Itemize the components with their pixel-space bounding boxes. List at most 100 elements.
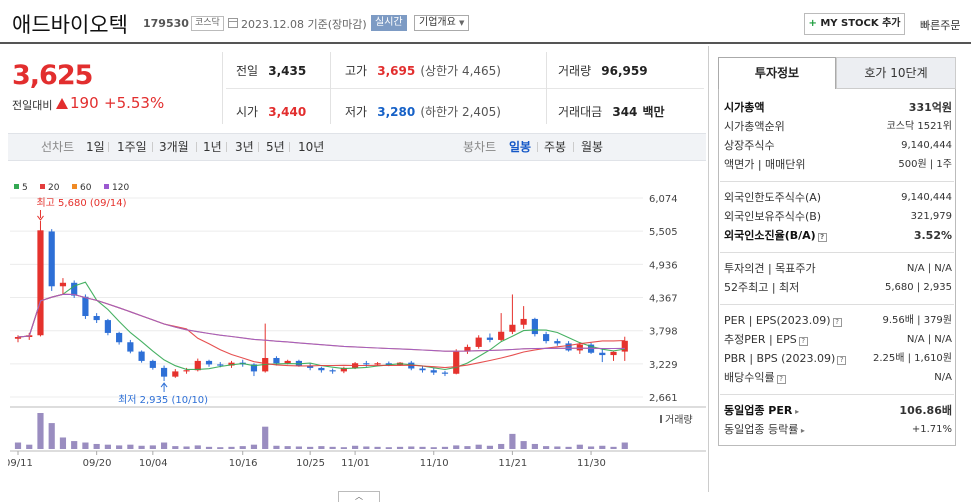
legend-label: 60 bbox=[80, 183, 92, 193]
volume-bar bbox=[340, 447, 347, 449]
volume-bar bbox=[127, 444, 134, 449]
quick-order-link[interactable]: 빠른주문 bbox=[920, 19, 961, 32]
tab-hoga[interactable]: 호가 10단계 bbox=[836, 57, 956, 89]
mystock-add-button[interactable]: + MY STOCK 추가 bbox=[804, 13, 905, 35]
divider bbox=[226, 88, 704, 89]
x-tick-label: 11/01 bbox=[341, 458, 370, 469]
est-per-value: N/A | N/A bbox=[906, 334, 952, 345]
candle-body bbox=[194, 360, 201, 371]
candle-body bbox=[59, 282, 67, 287]
moving-averages bbox=[17, 281, 625, 371]
x-tick-label: 11/21 bbox=[498, 458, 527, 469]
tab-invest-info[interactable]: 투자정보 bbox=[718, 57, 836, 89]
candle-body bbox=[543, 334, 550, 342]
candle-body bbox=[363, 363, 370, 365]
industry-rate-row[interactable]: 동일업종 등락률 ▸ +1.71% bbox=[724, 421, 952, 439]
y-tick-label: 4,936 bbox=[649, 260, 678, 271]
right-panel bbox=[708, 46, 971, 492]
candle-body bbox=[374, 363, 381, 365]
volume-bar bbox=[160, 442, 168, 449]
candle-monthly[interactable]: 월봉 bbox=[581, 140, 604, 154]
candle-body bbox=[475, 337, 482, 347]
chevron-up-icon: ︿ bbox=[355, 492, 363, 501]
invest-info-box bbox=[718, 89, 956, 446]
volume-bar bbox=[262, 426, 269, 449]
x-tick-label: 10/16 bbox=[229, 458, 258, 469]
period-5y[interactable]: 5년 bbox=[266, 140, 285, 154]
candle-body bbox=[554, 341, 561, 344]
period-3y[interactable]: 3년 bbox=[235, 140, 254, 154]
ma-line-120 bbox=[17, 293, 625, 352]
x-tick-label: 10/25 bbox=[296, 458, 325, 469]
period-1d[interactable]: 1일 bbox=[86, 140, 105, 154]
candle-daily[interactable]: 일봉 bbox=[509, 140, 532, 154]
legend-swatch bbox=[40, 184, 45, 189]
pbr-label: PBR | BPS (2023.09) bbox=[724, 352, 836, 365]
period-10y[interactable]: 10년 bbox=[298, 140, 325, 154]
volume-bar bbox=[284, 446, 291, 449]
x-tick-label: 09/11 bbox=[8, 458, 33, 469]
date-axis: 09/11 09/20 10/04 10/16 10/25 11/01 11/10 11/21… bbox=[8, 451, 606, 469]
candle-body bbox=[273, 357, 280, 364]
period-1w[interactable]: 1주일 bbox=[117, 140, 147, 154]
volume-icon bbox=[660, 415, 662, 423]
volume-bar bbox=[307, 446, 314, 449]
x-tick-label: 09/20 bbox=[83, 458, 112, 469]
candle-body bbox=[430, 370, 437, 373]
volume-value: 96,959 bbox=[601, 64, 648, 78]
y-tick-label: 5,505 bbox=[649, 227, 678, 238]
help-icon[interactable]: ? bbox=[817, 233, 827, 242]
listed-shares-value: 9,140,444 bbox=[901, 140, 952, 151]
candle-chart-label: 봉차트 bbox=[463, 140, 497, 154]
current-price: 3,625 bbox=[12, 60, 93, 91]
help-icon[interactable]: ? bbox=[776, 375, 786, 384]
volume-bar bbox=[385, 447, 392, 449]
stock-chart[interactable]: 5 20 60 120 6,074 5,505 4,936 4,367 3,798 3,229 2… bbox=[8, 175, 706, 491]
foreign-ratio-value: 3.52% bbox=[913, 229, 952, 242]
candle-body bbox=[621, 340, 628, 352]
legend-swatch bbox=[104, 184, 109, 189]
low-value: 3,280 bbox=[377, 105, 416, 119]
legend-label: 5 bbox=[22, 183, 28, 193]
upper-limit: (상한가 4,465) bbox=[420, 64, 501, 78]
est-per-row: 추정PER | EPS? N/A | N/A bbox=[724, 331, 952, 349]
volume-bar bbox=[138, 445, 145, 449]
price-change-value: 190 bbox=[70, 94, 99, 112]
chart-toggle-button[interactable]: ︿ bbox=[338, 491, 380, 502]
period-1y[interactable]: 1년 bbox=[203, 140, 222, 154]
high-price: 고가 3,695 (상한가 4,465) bbox=[345, 60, 501, 79]
industry-per-row[interactable]: 동일업종 PER ▸ 106.86배 bbox=[724, 402, 952, 420]
amount-value: 344 bbox=[612, 105, 638, 119]
open-label: 시가 bbox=[236, 105, 259, 119]
volume-label: 거래량 bbox=[558, 64, 592, 78]
dividend-value: N/A bbox=[934, 372, 952, 383]
period-3m[interactable]: 3개월 bbox=[159, 140, 189, 154]
volume-bar bbox=[14, 442, 22, 449]
candle-body bbox=[520, 318, 527, 325]
divider bbox=[720, 181, 954, 182]
volume-bars: 거래량 bbox=[14, 413, 693, 449]
price-change: 190 bbox=[56, 94, 99, 112]
volume-bar bbox=[217, 447, 224, 449]
volume-bar bbox=[172, 446, 179, 449]
help-icon[interactable]: ? bbox=[798, 337, 808, 346]
company-name[interactable]: 애드바이오텍 bbox=[12, 13, 128, 37]
volume-bar bbox=[621, 442, 628, 449]
candle-body bbox=[329, 370, 336, 372]
volume-bar bbox=[610, 446, 617, 449]
divider bbox=[108, 142, 109, 152]
candle-weekly[interactable]: 주봉 bbox=[544, 140, 567, 154]
help-icon[interactable]: ? bbox=[832, 318, 842, 327]
realtime-button[interactable]: 실시간 bbox=[371, 15, 407, 31]
company-info-dropdown[interactable]: 기업개요 ▼ bbox=[414, 15, 470, 31]
stock-header bbox=[0, 0, 971, 44]
opinion-label: 투자의견 | 목표주가 bbox=[724, 262, 816, 275]
foreign-hold-row: 외국인보유주식수(B) 321,979 bbox=[724, 208, 952, 226]
volume-axis-label: 거래량 bbox=[665, 414, 693, 426]
foreign-ratio-row: 외국인소진율(B/A)? 3.52% bbox=[724, 227, 952, 245]
candle-body bbox=[172, 371, 179, 377]
foreign-ratio-label: 외국인소진율(B/A) bbox=[724, 229, 816, 242]
volume-bar bbox=[396, 446, 404, 449]
candle-body bbox=[441, 372, 449, 374]
help-icon[interactable]: ? bbox=[837, 356, 847, 365]
